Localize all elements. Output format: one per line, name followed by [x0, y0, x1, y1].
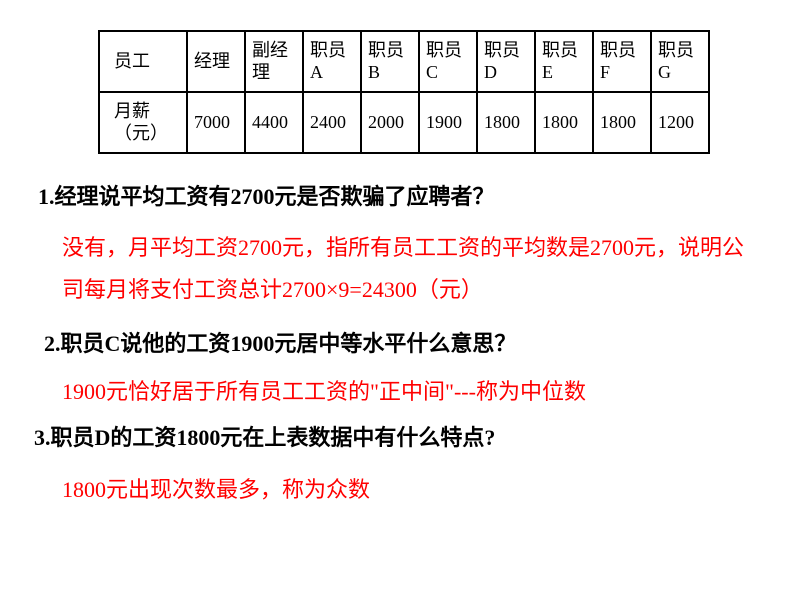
- table-cell-header: 经理: [187, 31, 245, 92]
- question-3: 3.职员D的工资1800元在上表数据中有什么特点?: [34, 423, 744, 454]
- table-cell-header: 职员C: [419, 31, 477, 92]
- answer-1: 没有，月平均工资2700元，指所有员工工资的平均数是2700元，说明公司每月将支…: [62, 227, 744, 311]
- table-cell-header: 职员G: [651, 31, 709, 92]
- table-cell-value: 1800: [593, 92, 651, 153]
- answer-2: 1900元恰好居于所有员工工资的"正中间"---称为中位数: [62, 374, 744, 409]
- table-row: 员工 经理 副经理 职员A 职员B 职员C 职员D 职员E 职员F 职员G: [99, 31, 709, 92]
- table-cell-value: 1800: [477, 92, 535, 153]
- slide-content: 员工 经理 副经理 职员A 职员B 职员C 职员D 职员E 职员F 职员G 月薪…: [0, 0, 794, 541]
- table-cell-row-label: 员工: [99, 31, 187, 92]
- salary-table: 员工 经理 副经理 职员A 职员B 职员C 职员D 职员E 职员F 职员G 月薪…: [98, 30, 710, 154]
- table-cell-row-label: 月薪（元）: [99, 92, 187, 153]
- table-cell-value: 7000: [187, 92, 245, 153]
- table-cell-header: 职员F: [593, 31, 651, 92]
- table-cell-value: 4400: [245, 92, 303, 153]
- table-cell-header: 副经理: [245, 31, 303, 92]
- answer-3: 1800元出现次数最多，称为众数: [62, 472, 744, 507]
- table-cell-header: 职员A: [303, 31, 361, 92]
- table-cell-header: 职员B: [361, 31, 419, 92]
- question-2: 2.职员C说他的工资1900元居中等水平什么意思？: [44, 329, 744, 360]
- table-cell-value: 1900: [419, 92, 477, 153]
- table-cell-header: 职员E: [535, 31, 593, 92]
- table-cell-header: 职员D: [477, 31, 535, 92]
- table-cell-value: 1200: [651, 92, 709, 153]
- table-cell-value: 2400: [303, 92, 361, 153]
- question-1: 1.经理说平均工资有2700元是否欺骗了应聘者？: [38, 182, 744, 213]
- table-cell-value: 1800: [535, 92, 593, 153]
- table-row: 月薪（元） 7000 4400 2400 2000 1900 1800 1800…: [99, 92, 709, 153]
- table-cell-value: 2000: [361, 92, 419, 153]
